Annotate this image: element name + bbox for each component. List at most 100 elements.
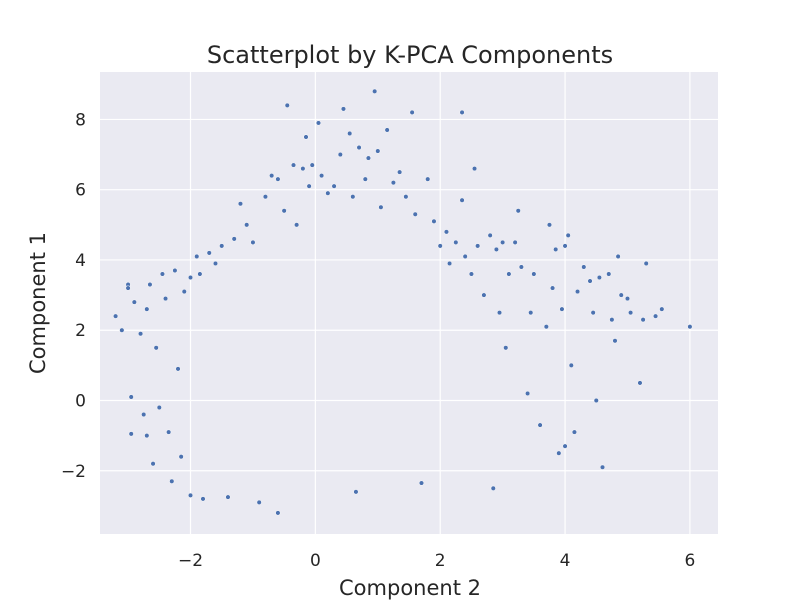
data-point <box>166 429 172 435</box>
data-point <box>244 222 250 228</box>
data-point <box>409 109 415 115</box>
data-point <box>462 253 468 259</box>
data-point <box>128 431 134 437</box>
data-point <box>574 289 581 295</box>
data-point <box>206 250 212 256</box>
data-point <box>159 271 165 277</box>
data-point <box>612 338 618 344</box>
data-point <box>340 106 347 112</box>
data-point <box>325 190 331 196</box>
y-tick-label: 4 <box>75 251 86 271</box>
y-axis-label: Component 1 <box>26 232 50 374</box>
chart-title: Scatterplot by K-PCA Components <box>207 41 613 69</box>
x-tick-label: −2 <box>178 551 203 571</box>
data-point <box>353 489 359 495</box>
data-point <box>562 443 568 449</box>
data-point <box>390 180 396 186</box>
data-point <box>503 345 509 351</box>
data-point <box>525 390 531 397</box>
data-point <box>490 485 496 491</box>
data-point <box>431 218 437 224</box>
data-point <box>194 253 200 259</box>
data-point <box>172 267 178 274</box>
data-point <box>571 429 577 435</box>
y-tick-label: 6 <box>75 181 86 201</box>
y-tick-labels: −2 0 2 4 6 8 <box>61 110 86 481</box>
data-point <box>169 478 175 484</box>
data-point <box>459 109 465 115</box>
data-point <box>624 296 631 302</box>
data-point <box>553 246 559 252</box>
data-point <box>237 201 244 207</box>
data-point <box>559 306 565 312</box>
data-point <box>581 264 587 270</box>
data-point <box>640 317 646 323</box>
data-point <box>493 246 499 252</box>
data-point <box>144 306 150 312</box>
data-point <box>687 324 693 330</box>
data-point <box>350 194 356 200</box>
data-point <box>556 450 562 456</box>
data-point <box>615 253 621 259</box>
data-point <box>606 271 612 277</box>
data-point <box>225 494 231 500</box>
data-point <box>250 239 256 245</box>
data-point <box>178 454 184 460</box>
data-point <box>496 310 503 316</box>
data-point <box>281 208 287 214</box>
data-point <box>565 232 571 238</box>
data-point <box>418 480 425 486</box>
data-point <box>153 345 159 351</box>
data-point <box>150 461 156 467</box>
x-tick-label: 4 <box>560 551 571 571</box>
data-point <box>187 492 194 498</box>
data-point <box>303 134 309 140</box>
data-point <box>319 173 325 179</box>
data-point <box>175 366 181 372</box>
data-point <box>468 271 474 277</box>
data-point <box>596 274 602 281</box>
data-point <box>372 88 378 94</box>
data-point <box>528 310 534 316</box>
data-point <box>453 239 459 245</box>
data-point <box>437 243 443 249</box>
data-point <box>518 264 524 270</box>
data-point <box>200 496 206 502</box>
data-point <box>447 260 453 267</box>
data-point <box>475 243 481 249</box>
data-point <box>637 380 643 386</box>
y-tick-label: 8 <box>75 110 86 130</box>
data-point <box>500 239 506 245</box>
data-point <box>593 397 599 404</box>
data-point <box>365 155 371 161</box>
data-point <box>506 271 512 277</box>
data-point <box>609 317 615 323</box>
y-tick-label: −2 <box>61 462 86 482</box>
data-point <box>643 260 649 267</box>
data-point <box>628 310 634 316</box>
data-point <box>599 464 606 470</box>
data-point <box>269 173 275 179</box>
data-point <box>300 166 306 172</box>
data-point <box>337 152 343 158</box>
data-point <box>131 299 137 305</box>
x-tick-label: 6 <box>684 551 695 571</box>
grid-lines <box>100 72 718 534</box>
data-point <box>275 510 281 516</box>
data-point <box>119 327 125 333</box>
data-point <box>306 183 312 189</box>
data-point <box>181 289 187 295</box>
data-point <box>309 162 315 168</box>
data-point <box>531 271 537 277</box>
x-tick-label: 0 <box>310 551 321 571</box>
data-point <box>659 306 665 312</box>
data-point <box>487 232 493 238</box>
x-axis-label: Component 2 <box>339 576 481 600</box>
data-point <box>512 239 518 245</box>
data-point <box>256 499 262 505</box>
data-point <box>384 127 390 133</box>
data-point <box>459 197 465 203</box>
data-point <box>618 292 624 298</box>
data-point <box>144 433 150 439</box>
data-point <box>550 285 556 291</box>
